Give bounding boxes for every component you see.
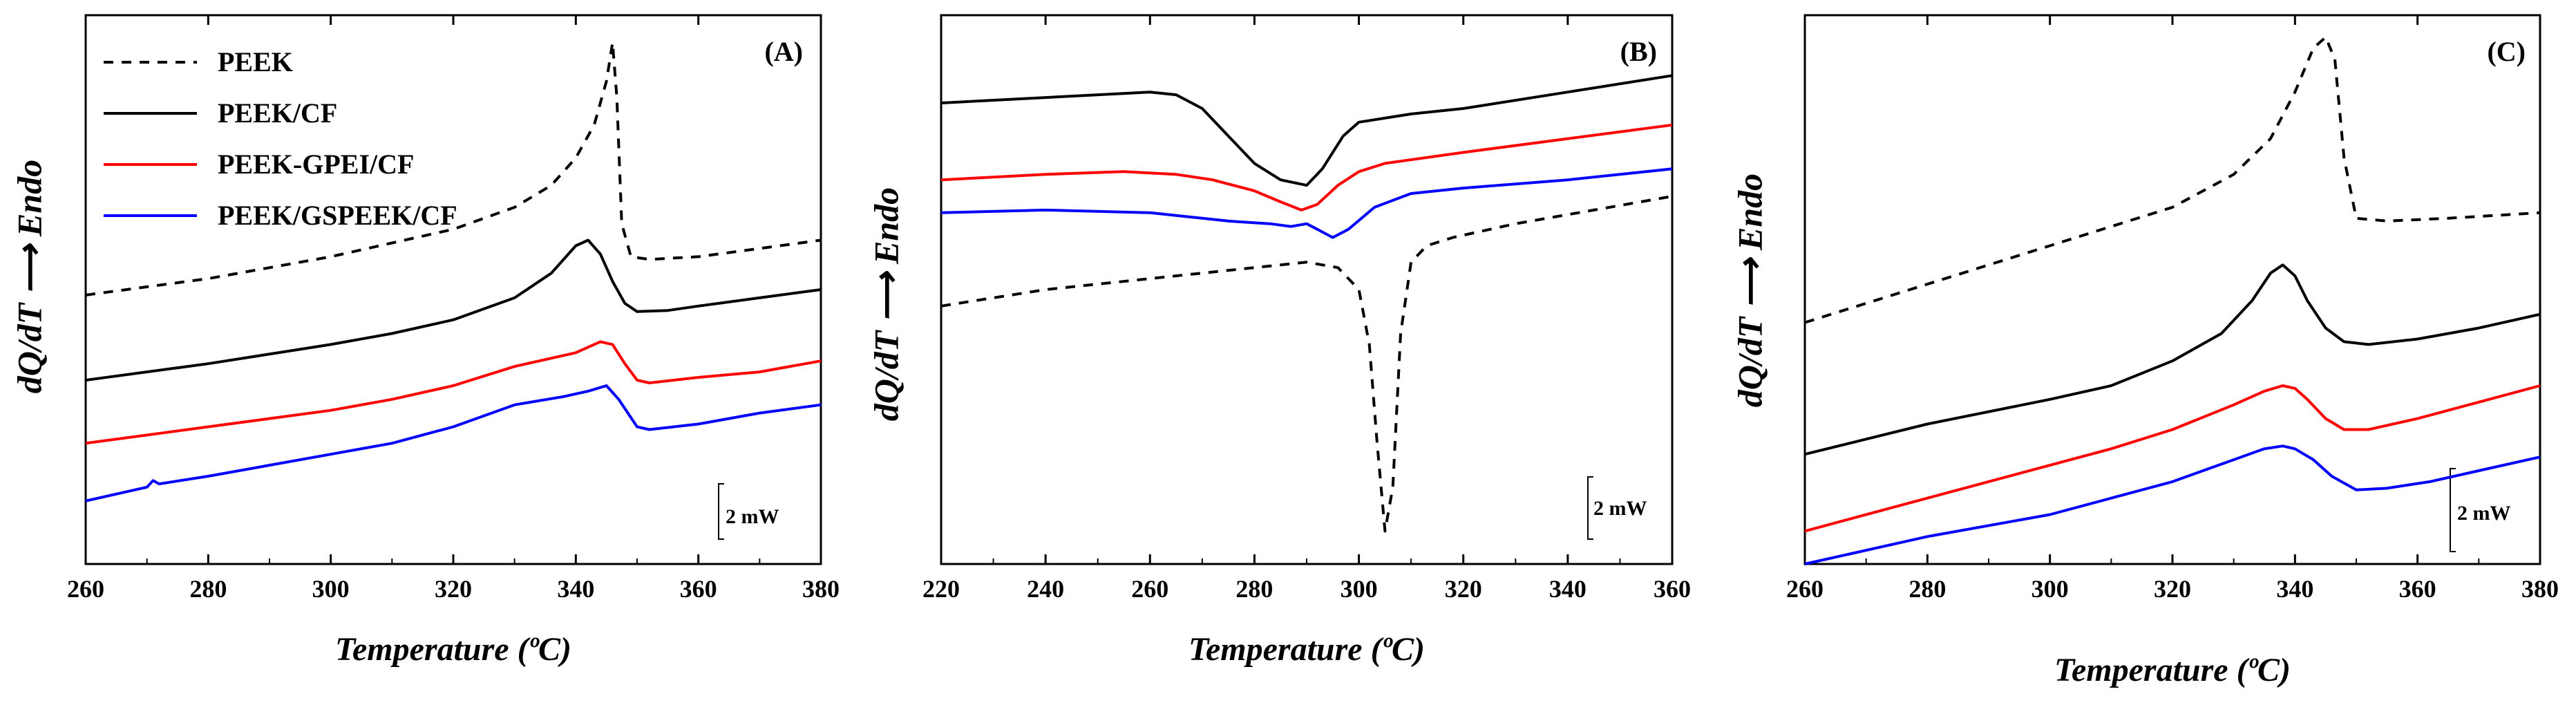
series-line-peek-gspeek-cf (1804, 444, 2541, 565)
series-line-peek-gpei-cf (1804, 384, 2541, 533)
scale-bar (1587, 476, 1593, 540)
x-axis-label: Temperature (ºC) (335, 631, 571, 668)
x-tick-label: 300 (312, 575, 350, 603)
panel-a: 260 280 300 320 340 360 380 Temperature (ºC) dQ/… (10, 14, 840, 668)
x-tick-label: 340 (2276, 575, 2313, 603)
panel-label: (B) (1620, 36, 1657, 67)
x-tick-label: 340 (557, 575, 594, 603)
scale-bar-label: 2 mW (1593, 497, 1647, 520)
x-axis-label: Temperature (ºC) (2054, 652, 2291, 688)
x-tick-label: 280 (189, 575, 227, 603)
legend-entry: PEEK-GPEI/CF (218, 149, 414, 180)
plot-frame (84, 14, 822, 565)
scale-bar (718, 483, 724, 540)
panel-label: (C) (2487, 36, 2526, 67)
panel-label: (A) (764, 36, 803, 67)
x-tick-label: 360 (1654, 575, 1691, 603)
legend-entry: PEEK/CF (218, 97, 337, 129)
series-line-peek-cf (1804, 263, 2541, 456)
x-tick-label: 320 (1445, 575, 1482, 603)
panel-c: 260 280 300 320 340 360 380 Temperature (ºC) dQ/… (1730, 14, 2559, 688)
scale-bar-label: 2 mW (2457, 502, 2511, 525)
x-tick-label: 260 (67, 575, 104, 603)
scale-bar-label: 2 mW (726, 505, 779, 528)
x-tick-label: 360 (2399, 575, 2436, 603)
x-tick-label: 260 (1786, 575, 1824, 603)
series-line-peek (85, 41, 822, 297)
legend-entry: PEEK (218, 46, 293, 77)
series-line-peek-gspeek-cf (85, 384, 822, 502)
y-axis-label: dQ/dT ⟶ Endo (866, 187, 905, 421)
panel-b: 220 240 260 280 300 320 340 360 Temperature (ºC)… (866, 14, 1691, 668)
series-line-peek-gpei-cf (85, 340, 822, 445)
x-tick-label: 300 (2032, 575, 2069, 603)
series-line-peek-cf (85, 238, 822, 382)
y-axis-label: dQ/dT ⟶ Endo (1730, 173, 1769, 407)
x-tick-label: 240 (1027, 575, 1064, 603)
series-line-peek-gspeek-cf (940, 167, 1673, 239)
series-line-peek-gpei-cf (940, 123, 1673, 212)
x-axis-label: Temperature (ºC) (1188, 631, 1425, 668)
x-tick-label: 360 (680, 575, 717, 603)
x-tick-label: 280 (1235, 575, 1273, 603)
x-tick-label: 280 (1909, 575, 1946, 603)
x-tick-label: 320 (2154, 575, 2191, 603)
series-line-peek (1804, 35, 2541, 324)
series-line-peek-cf (940, 74, 1673, 187)
series-line-peek (940, 195, 1673, 533)
x-tick-label: 380 (2521, 575, 2559, 603)
legend: PEEK PEEK/CF PEEK-GPEI/CF PEEK/GSPEEK/CF (104, 46, 457, 231)
x-tick-label: 260 (1131, 575, 1168, 603)
y-axis-label: dQ/dT ⟶ Endo (10, 160, 48, 393)
legend-entry: PEEK/GSPEEK/CF (218, 200, 457, 231)
scale-bar (2450, 468, 2456, 552)
x-tick-label: 300 (1341, 575, 1378, 603)
x-tick-label: 320 (435, 575, 472, 603)
x-tick-label: 380 (802, 575, 840, 603)
x-tick-label: 340 (1549, 575, 1587, 603)
x-tick-label: 220 (922, 575, 960, 603)
